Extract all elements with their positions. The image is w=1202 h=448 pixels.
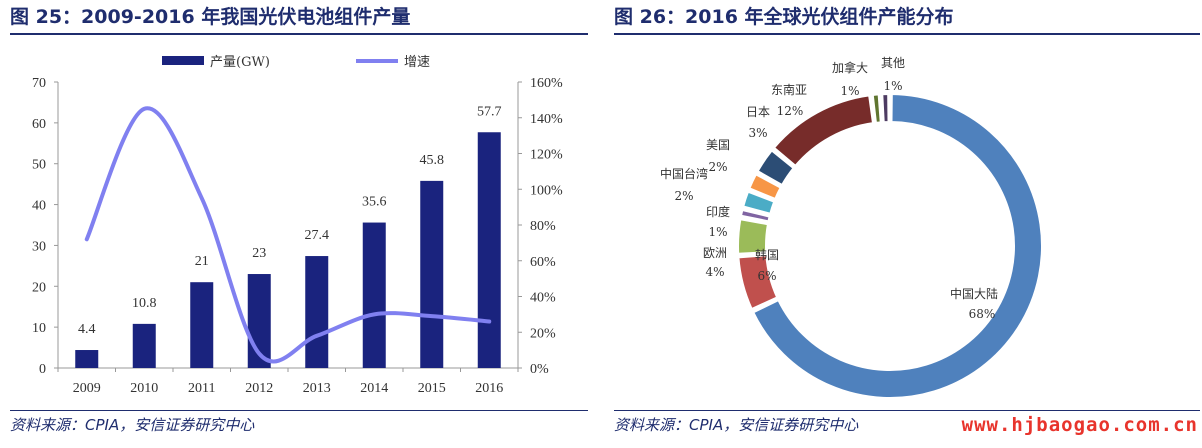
donut-slice-中国大陆 — [751, 92, 1043, 399]
right-figure-title: 图 26：2016 年全球光伏组件产能分布 — [614, 6, 954, 28]
bar-value-label: 57.7 — [477, 104, 502, 119]
bar-2009 — [75, 350, 99, 368]
y-right-tick-label: 60% — [530, 255, 556, 270]
donut-slice-美国 — [748, 173, 782, 201]
slice-value-label: 1% — [840, 84, 859, 98]
y-left-tick-label: 20 — [32, 280, 46, 295]
slice-value-label: 1% — [708, 225, 727, 239]
donut-slice-其他 — [881, 92, 890, 124]
donut-slice-加拿大 — [871, 93, 882, 124]
x-tick-label: 2015 — [418, 381, 446, 396]
slice-name-label: 日本 — [746, 105, 770, 119]
donut-slice-欧洲 — [737, 218, 770, 255]
donut-slice-韩国 — [737, 254, 779, 311]
legend-line-label: 增速 — [404, 55, 430, 70]
bar-value-label: 23 — [252, 246, 266, 261]
y-right-tick-label: 80% — [530, 219, 556, 234]
slice-name-label: 印度 — [706, 204, 730, 219]
left-figure-title: 图 25：2009-2016 年我国光伏电池组件产量 — [10, 6, 411, 28]
bar-2010 — [132, 323, 156, 368]
bar-2014 — [362, 222, 386, 368]
y-left-tick-label: 30 — [32, 239, 46, 254]
slice-name-label: 美国 — [706, 138, 730, 152]
donut-chart: 中国大陆68%韩国6%欧洲4%印度1%中国台湾2%美国2%日本3%东南亚12%加… — [660, 56, 1043, 399]
growth-line — [84, 106, 492, 364]
x-tick-label: 2010 — [130, 381, 158, 396]
y-right-tick-label: 120% — [530, 148, 563, 163]
x-tick-label: 2011 — [188, 381, 215, 396]
donut-slice-日本 — [756, 149, 795, 187]
legend-bar-label: 产量(GW) — [210, 55, 270, 70]
left-source-rule — [10, 410, 588, 411]
bar-value-label: 27.4 — [305, 228, 330, 243]
left-chart-panel: 图 25：2009-2016 年我国光伏电池组件产量 0 10 20 30 40 50 60… — [0, 0, 590, 448]
x-tick-label: 2013 — [303, 381, 331, 396]
slice-name-label: 其他 — [881, 56, 905, 70]
y-left-tick-label: 70 — [32, 76, 46, 91]
slice-value-label: 1% — [883, 79, 902, 93]
bar-value-label: 35.6 — [362, 195, 387, 210]
y-right-tick-label: 160% — [530, 76, 563, 91]
left-source-note: 资料来源：CPIA，安信证券研究中心 — [10, 416, 255, 434]
slice-value-label: 3% — [748, 126, 767, 140]
bar-2011 — [190, 282, 214, 368]
y-right-tick-label: 100% — [530, 183, 563, 198]
bar-value-label: 45.8 — [420, 153, 445, 168]
y-right-tick-label: 20% — [530, 326, 556, 341]
y-left-tick-label: 50 — [32, 158, 46, 173]
bar-2016 — [477, 132, 501, 368]
x-tick-label: 2016 — [475, 381, 503, 396]
right-source-note: 资料来源：CPIA，安信证券研究中心 — [614, 416, 859, 434]
bar-2015 — [420, 180, 444, 368]
slice-value-label: 68% — [969, 307, 996, 321]
y-right-tick-label: 140% — [530, 112, 563, 127]
slice-value-label: 12% — [777, 104, 804, 118]
x-tick-label: 2009 — [73, 381, 101, 396]
slice-name-label: 中国大陆 — [950, 286, 998, 301]
y-right-tick-label: 0% — [530, 362, 549, 377]
bar-value-label: 21 — [195, 254, 209, 269]
slice-value-label: 6% — [757, 269, 776, 283]
slice-value-label: 2% — [674, 189, 693, 203]
slice-name-label: 加拿大 — [832, 60, 868, 75]
donut-slice-印度 — [739, 208, 771, 223]
slice-name-label: 欧洲 — [703, 246, 727, 260]
bar-value-label: 4.4 — [78, 322, 96, 337]
y-left-tick-label: 0 — [39, 362, 46, 377]
slice-name-label: 东南亚 — [771, 82, 807, 97]
bar-2013 — [305, 256, 329, 368]
y-right-tick-label: 40% — [530, 291, 556, 306]
donut-slice-东南亚 — [772, 94, 875, 168]
bar-value-label: 10.8 — [132, 296, 157, 311]
right-title-rule — [614, 33, 1200, 35]
y-left-tick-label: 60 — [32, 117, 46, 132]
slice-name-label: 韩国 — [755, 247, 779, 262]
x-tick-label: 2014 — [360, 381, 388, 396]
left-title-rule — [10, 33, 588, 35]
slice-value-label: 4% — [705, 265, 724, 279]
donut-slice-中国台湾 — [742, 190, 776, 215]
slice-name-label: 中国台湾 — [660, 166, 708, 181]
slice-value-label: 2% — [708, 160, 727, 174]
right-chart-panel: 图 26：2016 年全球光伏组件产能分布 中国大陆 68% 韩国 6% 欧洲 4% 印度 1… — [604, 0, 1202, 448]
x-tick-label: 2012 — [245, 381, 273, 396]
bar-line-chart: 0 10 20 30 40 50 60 70 0% 20% 40% 60% 80% 100% 120% 140… — [32, 55, 563, 396]
right-source-rule — [614, 410, 1200, 411]
y-left-tick-label: 10 — [32, 321, 46, 336]
watermark-url: www.hjbaogao.com.cn — [961, 414, 1198, 436]
y-left-tick-label: 40 — [32, 199, 46, 214]
legend-bar-swatch — [162, 56, 204, 65]
